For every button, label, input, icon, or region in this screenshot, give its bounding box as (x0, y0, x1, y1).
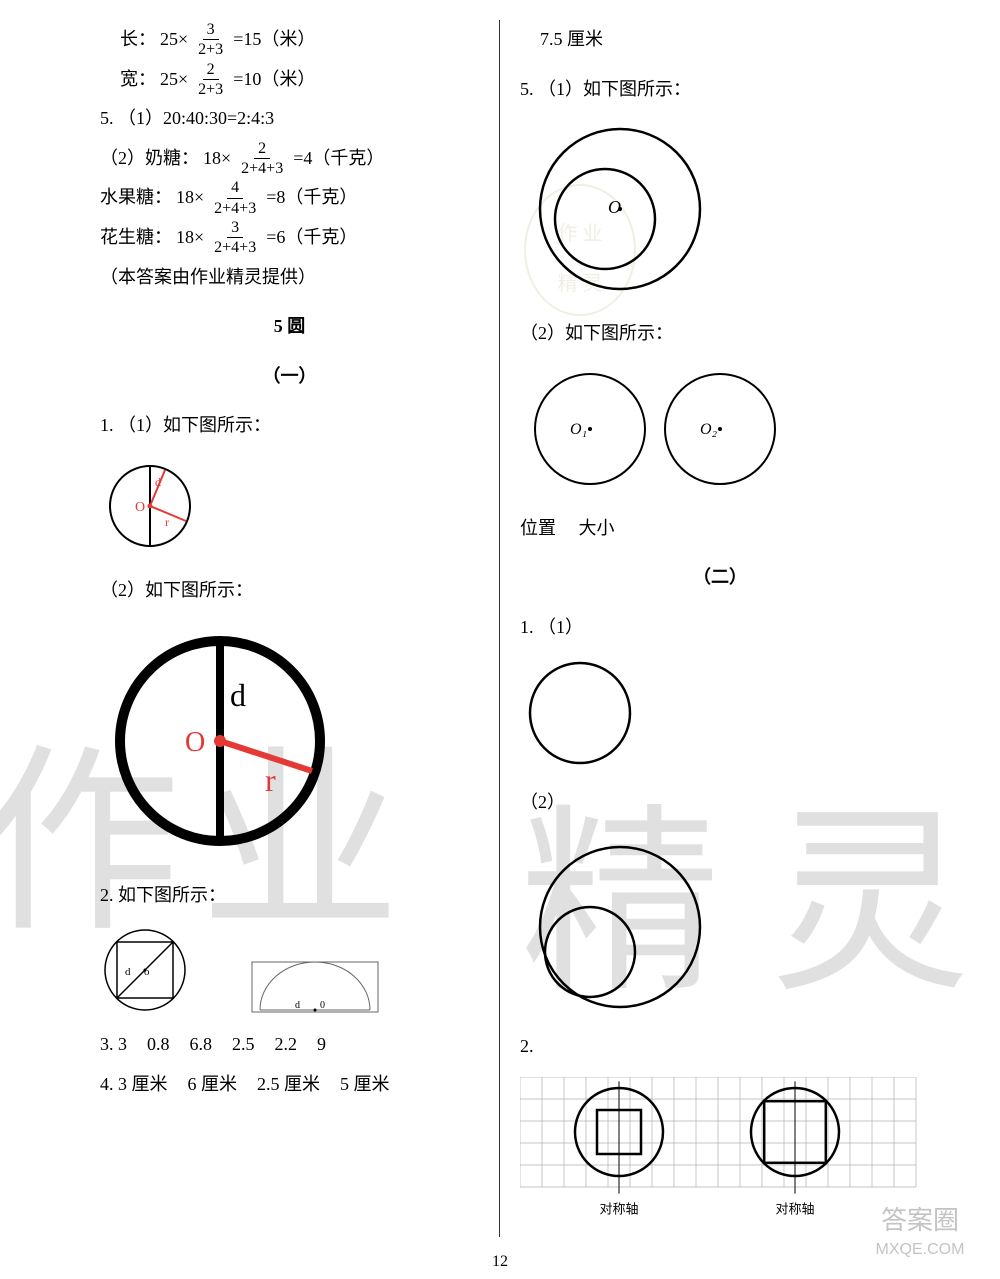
q3-answers: 3. 3 0.8 6.8 2.5 2.2 9 (100, 1025, 479, 1065)
q5-2-milk: （2）奶糖： 18× 22+4+3 =4（千克） (100, 139, 479, 179)
svg-text:o: o (144, 966, 150, 978)
equation-width: 宽： 25× 22+3 =10（米） (100, 60, 479, 100)
q2-shapes: d o d 0 (100, 925, 479, 1015)
q5-1: 5. （1）20:40:30=2:4:3 (100, 99, 479, 139)
section-title: 5 圆 (100, 307, 479, 347)
pos-size: 位置 大小 (520, 509, 920, 549)
svg-text:0: 0 (320, 1000, 325, 1011)
q1-1-label: 1. （1）如下图所示： (100, 406, 479, 446)
q1-2-label: （2）如下图所示： (100, 571, 479, 611)
two-circles-diagram: O₁ O₂ (520, 364, 920, 499)
section-2: （二） (520, 558, 920, 598)
corner-logo: 答案圈 MXQE.COM (850, 1204, 990, 1269)
section-sub: （一） (100, 357, 479, 397)
q5-2-peanut: 花生糖： 18× 32+4+3 =6（千克） (100, 218, 479, 258)
svg-text:r: r (265, 762, 276, 798)
svg-text:答案圈: 答案圈 (881, 1206, 959, 1235)
svg-text:O: O (135, 500, 145, 515)
q4-answers: 4. 3 厘米 6 厘米 2.5 厘米 5 厘米 (100, 1065, 479, 1105)
equation-length: 长： 25× 32+3 =15（米） (100, 20, 479, 60)
svg-text:d: d (125, 966, 131, 978)
svg-text:O₂: O₂ (700, 421, 718, 438)
concentric-diagram: O (520, 119, 920, 304)
svg-text:O₁: O₁ (570, 421, 587, 438)
r-q2: 2. (520, 1027, 920, 1067)
svg-text:O: O (185, 727, 205, 758)
circle-large-diagram: O d r (100, 621, 479, 866)
left-column: 长： 25× 32+3 =15（米） 宽： 25× 22+3 =10（米） 5.… (80, 20, 500, 1237)
svg-text:r: r (165, 515, 169, 529)
circle-small-diagram: O d r (100, 456, 479, 561)
svg-text:MXQE.COM: MXQE.COM (876, 1241, 965, 1258)
q5-2-fruit: 水果糖： 18× 42+4+3 =8（千克） (100, 178, 479, 218)
simple-circle (520, 658, 920, 773)
credit-line: （本答案由作业精灵提供） (100, 258, 479, 298)
r-q5-2: （2）如下图所示： (520, 314, 920, 354)
overlap-circles (520, 832, 920, 1017)
q2-label: 2. 如下图所示： (100, 876, 479, 916)
right-top: 7.5 厘米 (520, 20, 920, 60)
r-q1-2: （2） (520, 783, 920, 823)
svg-text:O: O (608, 197, 621, 217)
svg-text:对称轴: 对称轴 (599, 1201, 638, 1216)
r-q5-1: 5. （1）如下图所示： (520, 70, 920, 110)
svg-text:对称轴: 对称轴 (775, 1201, 814, 1216)
svg-text:d: d (230, 677, 246, 713)
r-q1-1: 1. （1） (520, 608, 920, 648)
right-column: 7.5 厘米 5. （1）如下图所示： O （2）如下图所示： O₁ O₂ 位置 (500, 20, 940, 1237)
svg-text:d: d (295, 1000, 300, 1011)
svg-text:d: d (155, 475, 161, 489)
